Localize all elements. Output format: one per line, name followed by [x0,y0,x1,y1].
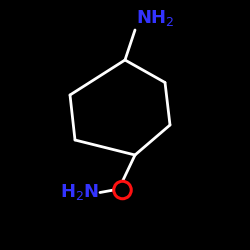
Text: NH$_2$: NH$_2$ [136,8,175,28]
Circle shape [114,181,131,199]
Text: H$_2$N: H$_2$N [60,182,99,203]
